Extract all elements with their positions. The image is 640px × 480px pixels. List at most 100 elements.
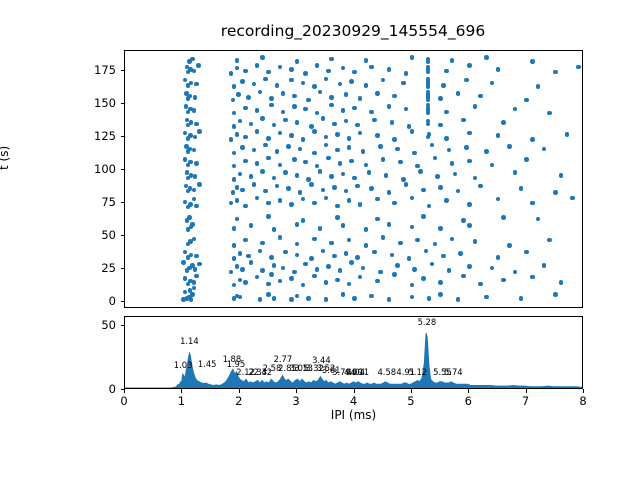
scatter-point [317, 89, 323, 95]
x-tick-label: 5 [407, 394, 415, 408]
scatter-point [360, 265, 366, 271]
y-tick-label: 125 [94, 129, 116, 143]
scatter-point [297, 190, 303, 195]
scatter-point [518, 296, 524, 301]
scatter-point [312, 129, 317, 134]
scatter-point [266, 214, 271, 219]
peak-annotation: 4.58 [377, 366, 397, 377]
peak-annotation: 1.95 [226, 358, 246, 369]
figure-title: recording_20230929_145554_696 [0, 22, 640, 40]
scatter-point [495, 196, 501, 202]
scatter-point [191, 196, 197, 202]
scatter-point [188, 173, 194, 178]
scatter-point [380, 157, 386, 162]
scatter-point [194, 203, 199, 209]
scatter-point [185, 122, 191, 128]
scatter-point [184, 218, 190, 223]
x-tick-label: 1 [177, 394, 186, 408]
scatter-point [192, 174, 198, 179]
scatter-point [425, 95, 431, 100]
scatter-point [337, 268, 343, 273]
scatter-point [372, 117, 377, 123]
y-tick-mark [120, 136, 124, 137]
scatter-point [425, 69, 431, 75]
scatter-point [425, 118, 431, 124]
scatter-point [185, 281, 191, 287]
scatter-point [317, 226, 323, 231]
scatter-point [277, 64, 283, 70]
scatter-point [438, 185, 443, 190]
scatter-point [472, 104, 478, 109]
scatter-point [553, 190, 558, 195]
x-tick-label: 4 [349, 394, 358, 408]
histogram-x-axis-label: IPI (ms) [330, 408, 377, 422]
scatter-point [309, 256, 314, 261]
scatter-point [461, 218, 466, 223]
scatter-point [309, 124, 314, 129]
scatter-point [243, 280, 248, 285]
scatter-point [455, 188, 461, 194]
scatter-point [236, 92, 241, 97]
scatter-point [541, 146, 547, 152]
x-tick-label: 8 [579, 394, 587, 408]
scatter-point [191, 187, 197, 193]
scatter-point [425, 56, 431, 62]
scatter-point [231, 84, 237, 89]
scatter-point [352, 175, 357, 181]
peak-annotation: 2.12 [236, 366, 255, 377]
peak-annotation: 5.55 [433, 366, 452, 377]
scatter-point [441, 83, 446, 88]
scatter-point [332, 185, 337, 190]
scatter-point [188, 297, 194, 302]
scatter-point [240, 267, 245, 272]
scatter-point [484, 149, 489, 154]
scatter-point [461, 273, 466, 279]
scatter-point [438, 96, 443, 101]
scatter-point [243, 134, 248, 140]
scatter-point [507, 243, 512, 248]
scatter-point [194, 81, 199, 87]
scatter-point [187, 59, 192, 64]
scatter-point [337, 81, 343, 87]
scatter-point [467, 264, 472, 269]
scatter-point [425, 84, 431, 89]
scatter-point [303, 261, 308, 267]
scatter-point [300, 137, 306, 142]
scatter-point [188, 278, 193, 284]
figure-title-text: recording_20230929_145554_696 [220, 22, 486, 40]
peak-annotation: 5.28 [417, 316, 437, 327]
scatter-point [432, 155, 438, 161]
histogram-axes [124, 316, 583, 389]
scatter-point [512, 269, 518, 275]
scatter-point [423, 248, 429, 254]
peak-annotation: 3.79 [332, 366, 351, 377]
scatter-point [320, 187, 326, 193]
scatter-point [234, 65, 240, 71]
scatter-point [184, 268, 190, 273]
scatter-point [234, 58, 240, 63]
scatter-point [335, 132, 340, 137]
scatter-point [343, 188, 349, 194]
scatter-point [403, 106, 409, 112]
scatter-point [184, 144, 189, 149]
scatter-point [260, 240, 265, 246]
scatter-point [187, 186, 193, 191]
scatter-point [197, 261, 202, 267]
scatter-point [246, 253, 251, 259]
scatter-point [237, 118, 243, 124]
scatter-point [558, 280, 564, 285]
scatter-point [271, 122, 277, 128]
scatter-point [535, 216, 541, 222]
scatter-point [185, 149, 191, 154]
scatter-point [191, 285, 197, 291]
scatter-point [346, 281, 352, 287]
scatter-point [182, 276, 188, 281]
scatter-point [243, 237, 248, 243]
scatter-point [185, 83, 191, 88]
scatter-point [375, 278, 380, 284]
peak-annotation: 1.88 [222, 353, 242, 364]
scatter-point [312, 150, 317, 156]
y-tick-mark [120, 69, 124, 71]
scatter-point [251, 147, 257, 153]
scatter-point [231, 282, 237, 288]
